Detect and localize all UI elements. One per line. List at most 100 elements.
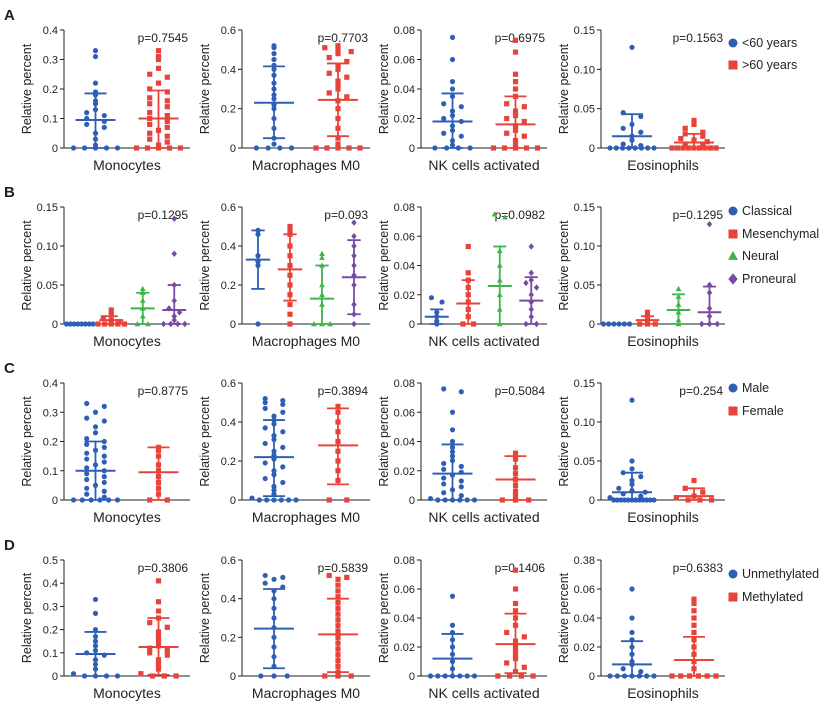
data-point: [651, 673, 657, 679]
data-point: [280, 397, 286, 404]
x-axis-label: Macrophages M0: [252, 157, 360, 173]
y-tick-label: 0.02: [574, 642, 595, 654]
legend-marker: [728, 60, 738, 70]
series-60-years: [133, 48, 184, 151]
y-tick-label: 0.2: [43, 84, 58, 96]
data-point: [262, 460, 268, 466]
data-point: [651, 145, 657, 151]
data-point: [673, 495, 679, 501]
y-tick-label: 0.3: [43, 55, 58, 67]
y-tick-label: 0: [409, 319, 415, 331]
y-tick-label: 0.3: [43, 407, 58, 419]
y-tick-label: 0: [52, 319, 58, 331]
legend-d: Unmethylated Methylated: [728, 567, 819, 604]
data-point: [139, 285, 146, 292]
data-point: [490, 145, 497, 151]
data-point: [504, 130, 510, 136]
data-point: [147, 71, 153, 77]
data-point: [92, 610, 99, 616]
series-proneural: [697, 220, 722, 328]
data-point: [471, 673, 478, 679]
y-axis-label: Relative percent: [198, 396, 212, 487]
data-point: [280, 574, 286, 581]
data-point: [533, 284, 540, 291]
data-point: [155, 65, 162, 71]
series-mesenchymal: [277, 223, 303, 327]
legend-marker: [728, 592, 738, 602]
data-point: [277, 145, 283, 151]
data-point: [177, 145, 184, 151]
data-point: [449, 409, 456, 415]
y-tick-label: 0.10: [574, 64, 595, 76]
p-value: p=0.6383: [673, 561, 724, 575]
panel-a-2: 0 0.2 0.4 0.6 Relative percent Macrophages M0…: [198, 25, 370, 173]
data-point: [262, 396, 268, 402]
y-tick-label: 0.1: [43, 114, 58, 126]
data-point: [465, 243, 471, 250]
data-point: [504, 115, 510, 122]
series-methylated: [138, 578, 179, 679]
data-point: [638, 669, 644, 675]
data-point: [512, 37, 519, 43]
data-point: [713, 673, 719, 679]
data-point: [458, 389, 464, 395]
data-point: [707, 145, 714, 151]
series-male: [249, 396, 299, 503]
data-point: [258, 673, 264, 679]
data-point: [335, 51, 341, 57]
x-axis-label: Monocytes: [93, 157, 161, 173]
panel-b-2: 0 0.2 0.4 0.6 Relative percent Macrophages M0…: [198, 202, 370, 349]
data-point: [458, 133, 464, 139]
data-point: [115, 321, 121, 327]
x-axis-label: NK cells activated: [428, 509, 539, 525]
data-point: [682, 125, 688, 131]
data-point: [700, 489, 706, 495]
data-point: [675, 285, 682, 292]
y-tick-label: 0.05: [37, 280, 58, 292]
data-point: [441, 460, 447, 467]
y-tick-label: 0.04: [394, 84, 415, 96]
data-point: [523, 279, 529, 287]
p-value: p=0.1406: [495, 561, 546, 575]
data-point: [611, 497, 617, 503]
data-point: [652, 321, 658, 327]
data-point: [150, 673, 156, 679]
data-point: [512, 450, 519, 456]
x-axis-label: Eosinophils: [627, 157, 699, 173]
data-point: [344, 74, 350, 80]
data-point: [351, 233, 357, 240]
data-point: [280, 479, 286, 486]
series-proneural: [341, 219, 367, 328]
series-60-years: [70, 48, 121, 151]
y-tick-label: 0: [230, 671, 236, 683]
x-axis-label: Macrophages M0: [252, 333, 360, 349]
series-classical: [600, 321, 633, 327]
data-point: [164, 74, 170, 80]
y-tick-label: 0: [589, 143, 595, 155]
y-tick-label: 0.15: [574, 25, 595, 37]
data-point: [280, 464, 286, 470]
data-point: [84, 471, 90, 477]
y-tick-label: 0.02: [394, 466, 415, 478]
data-point: [441, 466, 447, 472]
data-point: [164, 98, 170, 104]
p-value: p=0.254: [679, 384, 723, 398]
legend-c: Male Female: [728, 381, 784, 418]
data-point: [449, 622, 456, 628]
data-point: [458, 484, 464, 490]
data-point: [164, 624, 170, 630]
y-tick-label: 0.5: [43, 555, 58, 567]
y-tick-label: 0.4: [43, 578, 58, 590]
data-point: [262, 425, 268, 431]
data-point: [84, 110, 90, 116]
data-point: [155, 80, 162, 86]
data-point: [326, 70, 332, 76]
data-point: [512, 49, 519, 55]
data-point: [319, 254, 325, 260]
data-point: [164, 139, 170, 145]
data-point: [271, 497, 277, 503]
data-point: [465, 270, 471, 276]
data-point: [700, 129, 706, 135]
series-unmethylated: [427, 593, 478, 679]
